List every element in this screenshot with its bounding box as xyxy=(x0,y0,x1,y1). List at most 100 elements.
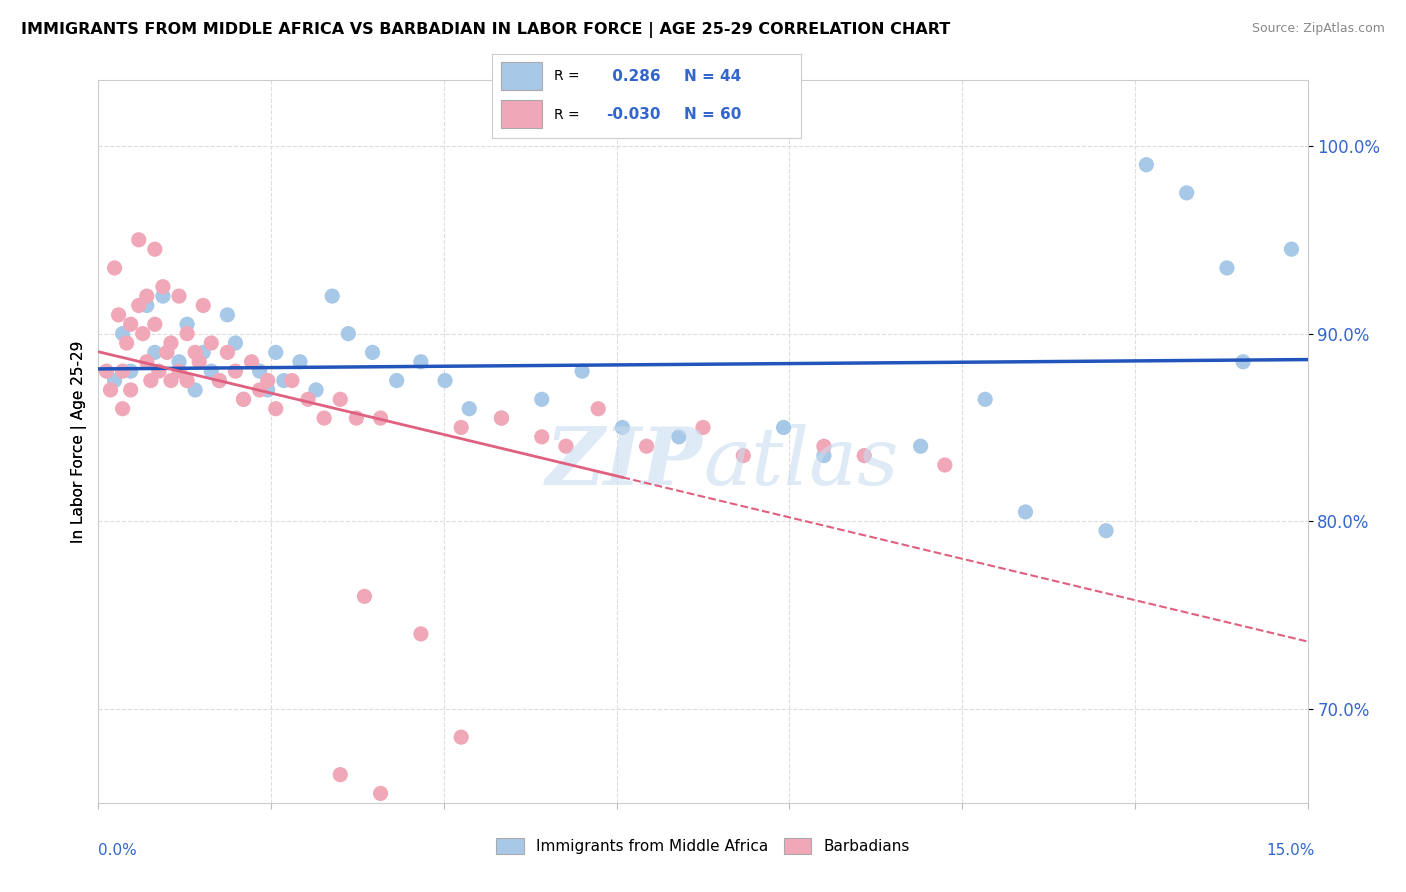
Text: R =: R = xyxy=(554,108,579,121)
Point xyxy=(329,767,352,781)
Point xyxy=(1095,524,1118,538)
Point xyxy=(111,326,134,341)
Point xyxy=(208,374,231,388)
Point xyxy=(217,345,239,359)
FancyBboxPatch shape xyxy=(502,62,541,90)
Point xyxy=(143,345,166,359)
Point xyxy=(353,590,375,604)
Point xyxy=(361,345,384,359)
Point xyxy=(184,345,207,359)
Point xyxy=(555,439,578,453)
Point xyxy=(385,374,408,388)
Point xyxy=(337,326,360,341)
Point xyxy=(111,364,134,378)
Point xyxy=(217,308,239,322)
Point xyxy=(120,318,142,332)
Point xyxy=(100,383,122,397)
Point xyxy=(281,374,304,388)
Point xyxy=(167,289,190,303)
Point xyxy=(1216,260,1239,275)
Text: Source: ZipAtlas.com: Source: ZipAtlas.com xyxy=(1251,22,1385,36)
Point xyxy=(1175,186,1198,200)
Point xyxy=(135,298,157,312)
Y-axis label: In Labor Force | Age 25-29: In Labor Force | Age 25-29 xyxy=(72,341,87,542)
Text: -0.030: -0.030 xyxy=(606,107,661,122)
Point xyxy=(152,279,174,293)
Point xyxy=(344,411,367,425)
Point xyxy=(249,364,271,378)
Point xyxy=(530,430,553,444)
Point xyxy=(256,383,278,397)
Point xyxy=(910,439,932,453)
Point xyxy=(103,374,125,388)
Point xyxy=(586,401,609,416)
Y-axis label: In Labor Force | Age 25-29: In Labor Force | Age 25-29 xyxy=(72,341,87,542)
FancyBboxPatch shape xyxy=(502,100,541,128)
Point xyxy=(434,374,457,388)
Point xyxy=(160,336,183,351)
Point xyxy=(156,345,179,359)
Point xyxy=(111,401,134,416)
Point xyxy=(200,336,222,351)
Point xyxy=(491,411,513,425)
Point xyxy=(733,449,755,463)
Point xyxy=(1232,355,1254,369)
Point xyxy=(208,374,231,388)
Point xyxy=(103,260,125,275)
Point xyxy=(224,336,246,351)
Point xyxy=(329,392,352,407)
Point xyxy=(176,326,198,341)
Point xyxy=(188,355,211,369)
Point xyxy=(636,439,658,453)
Text: 15.0%: 15.0% xyxy=(1267,843,1315,858)
Point xyxy=(273,374,295,388)
Point xyxy=(139,374,162,388)
Point xyxy=(200,364,222,378)
Point xyxy=(264,345,287,359)
Point xyxy=(668,430,690,444)
Point xyxy=(193,298,215,312)
Point xyxy=(240,355,263,369)
Point xyxy=(143,242,166,256)
Point xyxy=(934,458,956,472)
Point xyxy=(314,411,336,425)
Point xyxy=(297,392,319,407)
Point xyxy=(167,355,190,369)
Point xyxy=(128,298,150,312)
Point xyxy=(152,289,174,303)
Point xyxy=(409,627,432,641)
Text: 0.286: 0.286 xyxy=(606,69,661,84)
Point xyxy=(128,233,150,247)
Point xyxy=(450,730,472,744)
Point xyxy=(176,374,198,388)
Point xyxy=(772,420,794,434)
Point xyxy=(1281,242,1303,256)
Point xyxy=(491,411,513,425)
Point xyxy=(135,355,157,369)
Point xyxy=(249,383,271,397)
Point xyxy=(321,289,343,303)
Point xyxy=(107,308,129,322)
Point xyxy=(115,336,138,351)
Point xyxy=(288,355,311,369)
Point xyxy=(160,374,183,388)
Point xyxy=(167,364,190,378)
Point xyxy=(305,383,328,397)
Point xyxy=(232,392,254,407)
Point xyxy=(96,364,118,378)
Point xyxy=(135,289,157,303)
Point xyxy=(232,392,254,407)
Point xyxy=(120,383,142,397)
Point xyxy=(120,364,142,378)
Point xyxy=(571,364,593,378)
Point xyxy=(530,392,553,407)
Point xyxy=(813,439,835,453)
Point xyxy=(458,401,481,416)
Text: 0.0%: 0.0% xyxy=(98,843,138,858)
Point xyxy=(853,449,876,463)
Text: IMMIGRANTS FROM MIDDLE AFRICA VS BARBADIAN IN LABOR FORCE | AGE 25-29 CORRELATIO: IMMIGRANTS FROM MIDDLE AFRICA VS BARBADI… xyxy=(21,22,950,38)
Text: N = 60: N = 60 xyxy=(683,107,741,122)
Point xyxy=(264,401,287,416)
Point xyxy=(692,420,714,434)
Legend: Immigrants from Middle Africa, Barbadians: Immigrants from Middle Africa, Barbadian… xyxy=(491,832,915,860)
